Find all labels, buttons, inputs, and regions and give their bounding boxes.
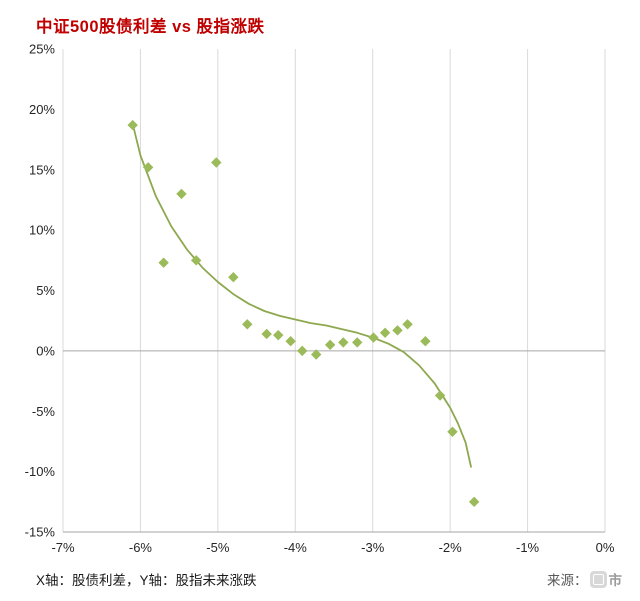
data-point [176,188,187,200]
y-tick-label: 20% [29,102,55,117]
data-point [261,328,272,340]
data-point [285,336,296,347]
x-tick-label: -2% [439,540,463,555]
y-tick-label: 25% [29,42,55,57]
y-tick-label: 5% [36,283,55,298]
data-point [447,426,458,437]
x-tick-label: -5% [206,540,230,555]
data-point [379,327,391,338]
data-point [338,337,349,348]
y-tick-label: 0% [36,343,55,358]
data-point [468,496,480,508]
y-tick-label: 10% [29,223,55,238]
y-tick-label: -5% [32,404,56,419]
chart-title: 中证500股债利差 vs 股指涨跌 [36,18,265,36]
x-tick-label: -1% [516,540,540,555]
axis-note: X轴：股债利差，Y轴：股指未来涨跌 [36,573,257,588]
data-point [228,272,239,283]
data-point [324,339,336,351]
trend-curve [131,123,472,468]
x-tick-label: -3% [361,540,385,555]
footer: X轴：股债利差，Y轴：股指未来涨跌 来源： 市 [0,569,640,589]
data-point [434,390,446,401]
source-prefix: 来源： [547,573,588,588]
x-tick-label: -4% [284,540,308,555]
x-tick-label: 0% [596,540,615,555]
data-point [297,345,308,357]
data-point [352,337,363,348]
data-point [211,157,222,168]
data-point [190,255,202,266]
x-tick-label: -6% [129,540,153,555]
scatter-chart: -7% -6% -5% -4% -3% -2% -1% 0% 25% 20% 15% 10% 5% 0% -… [25,42,615,556]
data-point [368,332,379,343]
data-point [420,336,431,347]
data-point [242,319,253,330]
watermark-logo-icon [589,570,607,588]
data-point [142,162,154,173]
chart-page: 中证500股债利差 vs 股指涨跌 -7% -6% -5% -4% -3% -2% -1% 0… [25,18,622,588]
data-point [158,257,169,268]
y-tick-label: -10% [25,464,56,479]
data-point [273,329,284,341]
x-tick-label: -7% [51,540,75,555]
y-tick-label: 15% [29,162,55,177]
source-note: 来源： 市 [547,569,622,589]
watermark-text: 市 [608,573,623,588]
y-tick-label: -15% [25,525,56,540]
data-point [392,325,403,336]
data-point [127,119,138,131]
data-point [310,349,322,360]
data-point [402,319,413,330]
